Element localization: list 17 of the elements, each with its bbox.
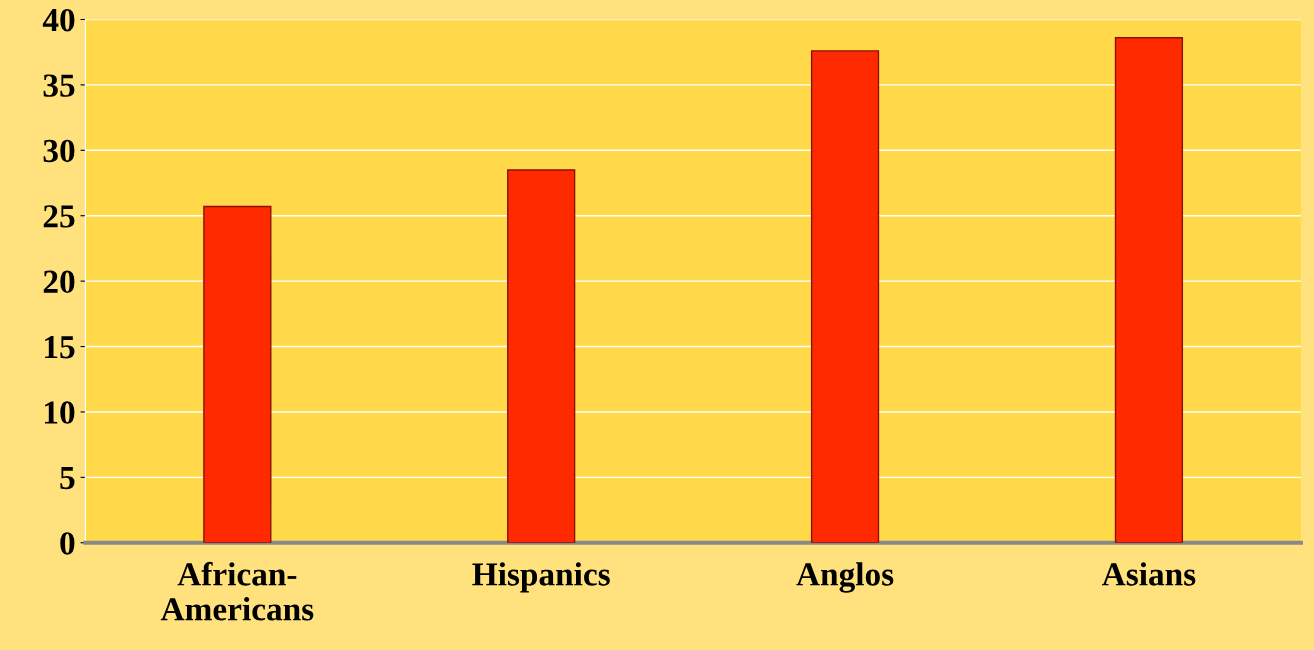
x-tick-label: Anglos bbox=[796, 562, 894, 593]
bar bbox=[203, 205, 272, 543]
y-tick-label: 20 bbox=[43, 270, 75, 294]
bar bbox=[507, 169, 576, 543]
bar bbox=[810, 50, 880, 543]
bar bbox=[1114, 37, 1184, 543]
y-tick-label: 30 bbox=[43, 139, 75, 163]
y-tick-label: 0 bbox=[60, 532, 75, 555]
x-tick-label: Asians bbox=[1102, 562, 1196, 586]
y-tick-label: 10 bbox=[45, 401, 75, 424]
y-tick-label: 25 bbox=[43, 205, 75, 228]
y-tick-label: 15 bbox=[45, 336, 75, 359]
x-tick-label: Hispanics bbox=[472, 562, 610, 593]
y-tick-label: 35 bbox=[43, 74, 75, 97]
y-tick-label: 40 bbox=[42, 8, 75, 32]
y-tick-label: 5 bbox=[60, 467, 75, 490]
x-tick-label: African-Americans bbox=[160, 561, 314, 621]
